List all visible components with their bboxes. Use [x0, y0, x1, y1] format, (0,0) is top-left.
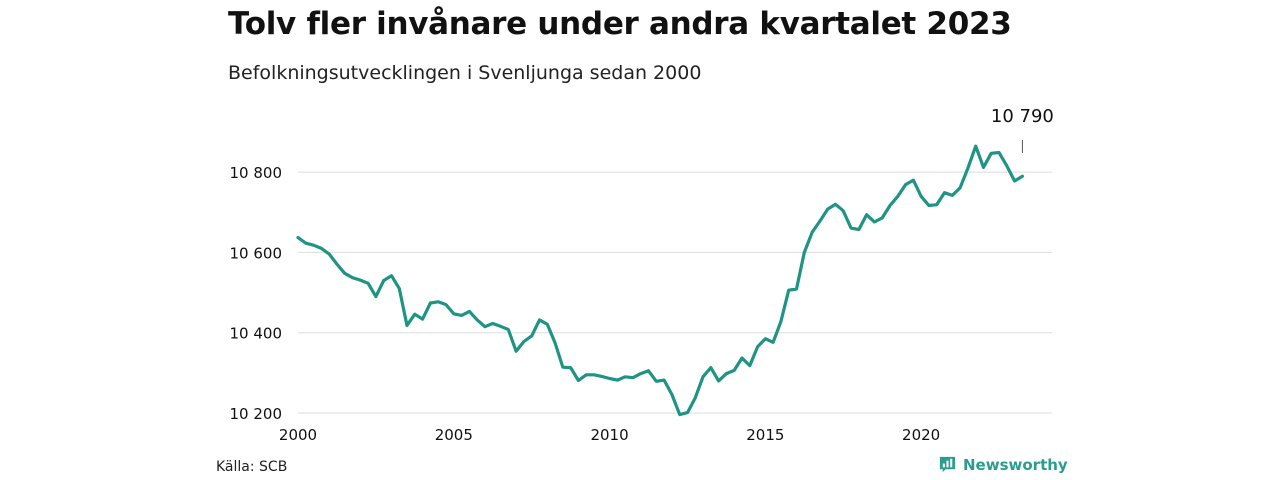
- chart-title: Tolv fler invånare under andra kvartalet…: [228, 6, 1012, 42]
- y-tick-label: 10 200: [230, 405, 283, 423]
- brand-logo[interactable]: Newsworthy: [938, 455, 1068, 474]
- brand-name: Newsworthy: [963, 455, 1068, 474]
- chart-subtitle: Befolkningsutvecklingen i Svenljunga sed…: [228, 62, 702, 84]
- x-tick-label: 2010: [590, 426, 628, 444]
- source-label: Källa: SCB: [216, 459, 288, 475]
- y-tick-label: 10 400: [230, 325, 283, 343]
- y-tick-label: 10 800: [230, 164, 283, 182]
- x-tick-label: 2020: [902, 426, 940, 444]
- chart-logo-icon: [939, 456, 956, 473]
- y-tick-label: 10 600: [230, 244, 283, 262]
- x-tick-label: 2000: [279, 426, 317, 444]
- x-tick-label: 2015: [746, 426, 784, 444]
- series-line: [296, 144, 1024, 417]
- x-tick-label: 2005: [435, 426, 473, 444]
- last-value-label: 10 790: [991, 106, 1054, 127]
